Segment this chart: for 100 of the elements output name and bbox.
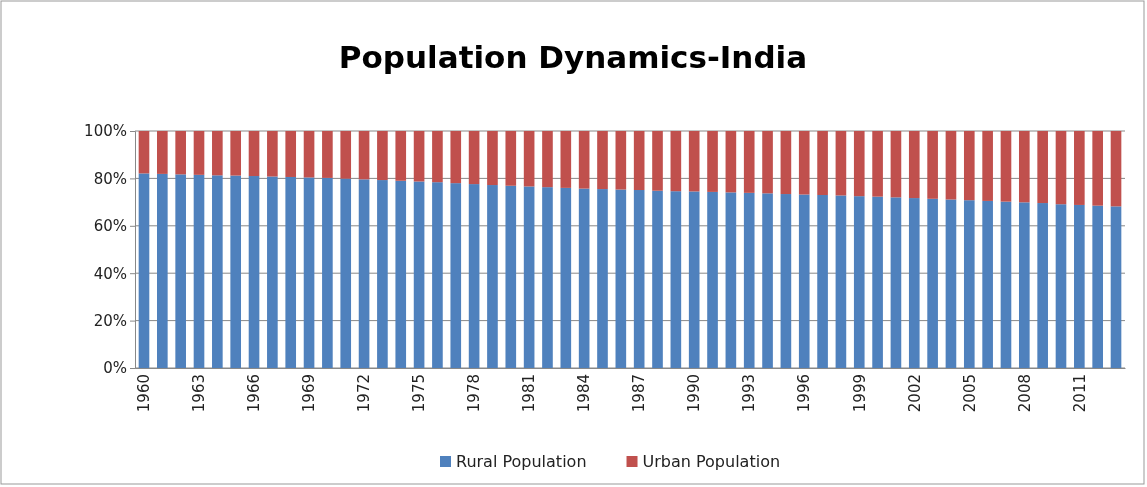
bar — [1074, 204, 1085, 368]
bar — [633, 190, 645, 368]
bar — [1055, 204, 1067, 368]
bar — [798, 131, 810, 195]
bar — [487, 131, 498, 186]
x-tick-label: 1990 — [685, 374, 704, 413]
bar — [285, 176, 297, 368]
bar — [872, 131, 883, 197]
x-tick-label: 1984 — [575, 374, 594, 413]
y-tick-label: 40% — [93, 264, 127, 283]
bar — [743, 131, 755, 193]
bar — [853, 196, 865, 368]
bar — [1018, 202, 1030, 368]
bar — [652, 190, 663, 368]
bar — [780, 194, 792, 368]
bar — [615, 189, 627, 368]
y-tick-label: 60% — [93, 217, 127, 236]
bar — [688, 191, 700, 368]
bar — [468, 131, 480, 185]
bar — [982, 200, 993, 368]
bar — [542, 187, 553, 368]
bar — [322, 177, 333, 368]
bar — [468, 184, 480, 368]
bar — [450, 183, 462, 368]
bar — [377, 180, 388, 368]
bar — [652, 131, 663, 191]
bar — [450, 131, 462, 184]
y-tick-label: 20% — [93, 311, 127, 330]
bar — [1110, 206, 1122, 368]
bar — [1037, 203, 1048, 368]
bar — [193, 131, 205, 175]
bar — [963, 200, 975, 368]
bar — [927, 198, 938, 368]
bar — [487, 185, 498, 368]
bar — [945, 199, 957, 368]
bar — [377, 131, 388, 181]
bar — [670, 191, 682, 368]
bar — [780, 131, 792, 195]
bar — [395, 180, 407, 368]
bar — [212, 131, 223, 176]
y-tick-label: 0% — [103, 359, 127, 378]
bar — [597, 189, 608, 368]
bar — [1000, 131, 1012, 202]
bar — [817, 194, 828, 368]
bar — [193, 174, 205, 368]
bar — [340, 131, 352, 179]
bar — [248, 131, 260, 177]
bar — [872, 196, 883, 368]
bar — [358, 179, 370, 368]
x-tick-label: 1987 — [630, 374, 649, 413]
bar — [835, 131, 847, 196]
chart-title: Population Dynamics-India — [338, 39, 808, 75]
bar — [157, 131, 168, 174]
x-tick-label: 1963 — [190, 374, 209, 413]
bar — [1037, 131, 1048, 204]
bar — [817, 131, 828, 195]
bar — [578, 131, 590, 189]
x-tick-label: 1978 — [465, 374, 484, 413]
bar — [1110, 131, 1122, 207]
bar — [505, 185, 517, 368]
bar — [267, 176, 278, 368]
bar — [358, 131, 370, 180]
bar — [560, 131, 572, 188]
x-tick-label: 1999 — [850, 374, 869, 413]
bar — [725, 131, 737, 193]
y-tick-label: 80% — [93, 169, 127, 188]
x-tick-label: 1969 — [300, 374, 319, 413]
bar — [212, 175, 223, 368]
bar — [523, 131, 535, 187]
bar — [322, 131, 333, 178]
bar — [743, 192, 755, 368]
bar — [340, 178, 352, 368]
bar — [248, 176, 260, 368]
bar — [1074, 131, 1085, 205]
legend-label: Urban Population — [642, 452, 781, 471]
bar — [707, 191, 718, 368]
bar — [633, 131, 645, 191]
x-tick-label: 1972 — [355, 374, 374, 413]
bar — [835, 195, 847, 368]
bar — [853, 131, 865, 197]
bar — [597, 131, 608, 190]
bar — [395, 131, 407, 181]
bar — [707, 131, 718, 192]
bar — [523, 186, 535, 368]
bar — [230, 175, 242, 368]
bar — [1092, 205, 1103, 368]
bar — [432, 131, 443, 183]
bar — [175, 131, 186, 175]
bar — [1055, 131, 1067, 205]
bar — [1092, 131, 1103, 206]
bar — [505, 131, 517, 186]
bar — [688, 131, 700, 192]
x-tick-label: 2005 — [960, 374, 979, 413]
bar — [413, 131, 425, 182]
bar — [725, 192, 737, 368]
bar — [982, 131, 993, 201]
bar — [927, 131, 938, 199]
bar — [413, 181, 425, 368]
bar — [963, 131, 975, 201]
bar — [908, 131, 920, 199]
